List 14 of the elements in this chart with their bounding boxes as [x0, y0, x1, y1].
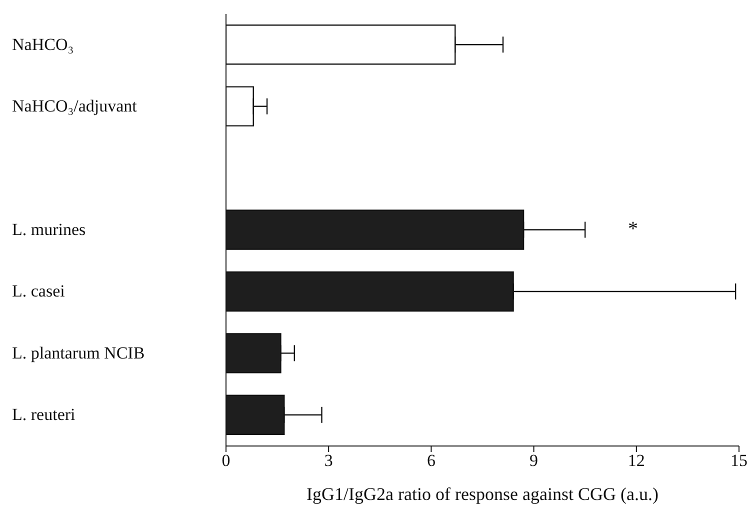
- y-tick-label: L. plantarum NCIB: [12, 343, 145, 362]
- annotation: *: [628, 218, 638, 241]
- y-tick-label: NaHCO₃/adjuvant: [12, 96, 138, 116]
- x-tick-label: 6: [426, 451, 436, 470]
- y-tick-label: L. murines: [12, 220, 86, 239]
- x-tick-label: 12: [628, 451, 645, 470]
- x-tick-label: 9: [530, 451, 538, 470]
- y-tick-label: L. casei: [12, 282, 66, 301]
- x-tick-label: 3: [324, 451, 333, 470]
- y-tick-label: NaHCO₃: [12, 34, 74, 54]
- y-tick-label: L. reuteri: [12, 405, 76, 424]
- x-axis-title: IgG1/IgG2a ratio of response against CGG (a.u.): [306, 484, 658, 504]
- x-tick-label: 0: [222, 451, 230, 470]
- x-tick-label: 15: [730, 451, 748, 470]
